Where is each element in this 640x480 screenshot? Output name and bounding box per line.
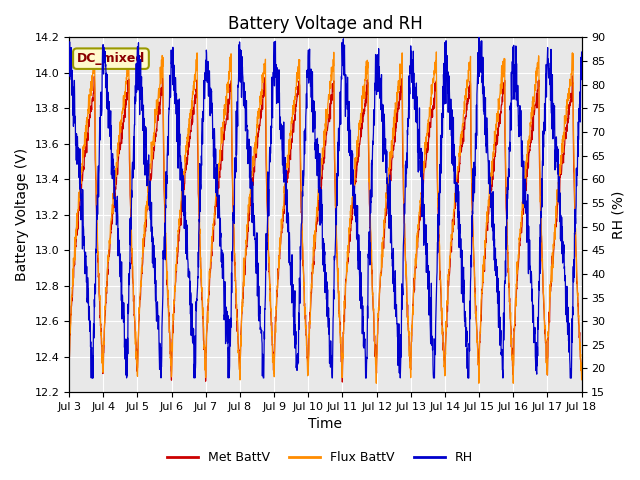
Title: Battery Voltage and RH: Battery Voltage and RH [228,15,423,33]
X-axis label: Time: Time [308,418,342,432]
Y-axis label: RH (%): RH (%) [611,191,625,239]
Legend: Met BattV, Flux BattV, RH: Met BattV, Flux BattV, RH [162,446,478,469]
Text: DC_mixed: DC_mixed [77,52,145,65]
Y-axis label: Battery Voltage (V): Battery Voltage (V) [15,148,29,281]
